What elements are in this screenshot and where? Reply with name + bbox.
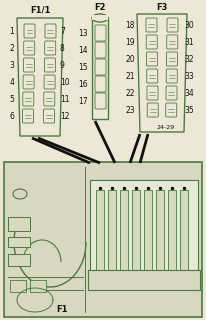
FancyBboxPatch shape — [23, 58, 34, 72]
Bar — [92, 15, 108, 20]
FancyBboxPatch shape — [167, 18, 178, 32]
Bar — [96, 190, 104, 275]
FancyBboxPatch shape — [147, 86, 158, 100]
Text: 16: 16 — [78, 79, 88, 89]
FancyBboxPatch shape — [43, 109, 55, 123]
Text: F3: F3 — [156, 3, 168, 12]
Bar — [92, 18, 108, 119]
FancyBboxPatch shape — [166, 103, 177, 117]
Bar — [8, 237, 30, 247]
Bar — [120, 190, 128, 275]
FancyBboxPatch shape — [23, 92, 34, 106]
Text: 17: 17 — [78, 97, 88, 106]
Text: 30: 30 — [184, 20, 194, 29]
Bar — [90, 180, 198, 288]
Text: 8: 8 — [60, 44, 65, 52]
Text: 22: 22 — [125, 89, 135, 98]
Ellipse shape — [92, 14, 108, 22]
FancyBboxPatch shape — [166, 69, 177, 83]
Bar — [168, 190, 176, 275]
FancyBboxPatch shape — [45, 24, 56, 38]
Text: 7: 7 — [60, 27, 65, 36]
Text: 12: 12 — [60, 111, 69, 121]
Text: F1: F1 — [56, 305, 68, 314]
FancyBboxPatch shape — [95, 76, 106, 92]
Bar — [88, 270, 200, 290]
Text: 19: 19 — [125, 37, 135, 46]
Text: 24-29: 24-29 — [157, 124, 175, 130]
Bar — [10, 280, 26, 292]
Text: 13: 13 — [78, 28, 88, 37]
Bar — [30, 280, 46, 292]
Bar — [180, 190, 188, 275]
FancyBboxPatch shape — [146, 35, 157, 49]
FancyBboxPatch shape — [44, 58, 55, 72]
FancyBboxPatch shape — [45, 41, 56, 55]
Bar — [144, 190, 152, 275]
FancyBboxPatch shape — [147, 69, 158, 83]
Bar — [156, 190, 164, 275]
FancyBboxPatch shape — [44, 92, 55, 106]
Bar — [8, 217, 30, 231]
Text: 14: 14 — [78, 45, 88, 54]
FancyBboxPatch shape — [23, 75, 34, 89]
FancyBboxPatch shape — [95, 42, 106, 58]
Text: 35: 35 — [184, 106, 194, 115]
Text: F2: F2 — [94, 3, 106, 12]
FancyBboxPatch shape — [24, 24, 35, 38]
Text: 33: 33 — [184, 71, 194, 81]
Text: 10: 10 — [60, 77, 70, 86]
Text: 32: 32 — [184, 54, 194, 63]
Polygon shape — [17, 18, 63, 136]
Ellipse shape — [13, 189, 27, 199]
Text: 3: 3 — [9, 60, 14, 69]
Bar — [132, 190, 140, 275]
FancyBboxPatch shape — [166, 86, 177, 100]
Text: 1: 1 — [9, 27, 14, 36]
Text: 34: 34 — [184, 89, 194, 98]
FancyBboxPatch shape — [95, 93, 106, 109]
FancyBboxPatch shape — [167, 35, 178, 49]
FancyBboxPatch shape — [24, 41, 35, 55]
FancyBboxPatch shape — [146, 18, 157, 32]
Text: 6: 6 — [9, 111, 14, 121]
Text: 18: 18 — [125, 20, 135, 29]
Text: 23: 23 — [125, 106, 135, 115]
Bar — [4, 162, 202, 317]
Text: 4: 4 — [9, 77, 14, 86]
Text: 31: 31 — [184, 37, 194, 46]
Text: 2: 2 — [9, 44, 14, 52]
Text: 20: 20 — [125, 54, 135, 63]
FancyBboxPatch shape — [95, 59, 106, 75]
Text: 11: 11 — [60, 94, 69, 103]
FancyBboxPatch shape — [22, 109, 34, 123]
FancyBboxPatch shape — [146, 52, 158, 66]
Text: 21: 21 — [125, 71, 135, 81]
Bar — [108, 190, 116, 275]
Polygon shape — [137, 14, 187, 132]
FancyBboxPatch shape — [147, 103, 158, 117]
Text: F1/1: F1/1 — [30, 5, 50, 14]
FancyBboxPatch shape — [166, 52, 178, 66]
Text: 9: 9 — [60, 60, 65, 69]
Text: 15: 15 — [78, 62, 88, 71]
Bar — [8, 254, 30, 266]
FancyBboxPatch shape — [95, 25, 106, 41]
Text: 5: 5 — [9, 94, 14, 103]
FancyBboxPatch shape — [44, 75, 55, 89]
